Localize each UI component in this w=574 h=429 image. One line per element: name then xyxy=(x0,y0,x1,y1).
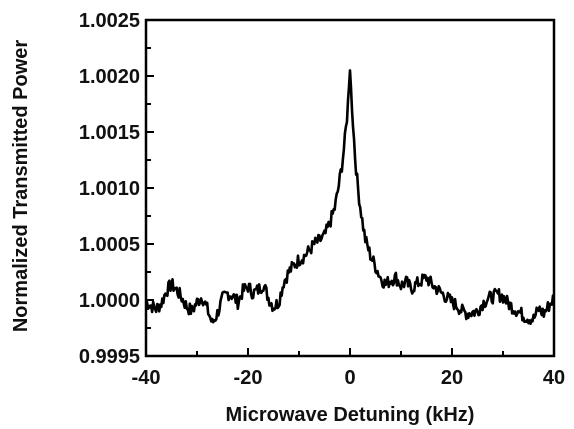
plot-layer: 0.9995 1.0000 1.0005 1.0010 1.0015 1.0020 1.00… xyxy=(79,10,565,389)
y-tick-label: 1.0000 xyxy=(79,290,140,312)
x-tick-label: -20 xyxy=(234,367,263,389)
x-tick-label: 40 xyxy=(543,367,565,389)
data-series-line xyxy=(145,69,555,326)
x-tick-label: 20 xyxy=(441,367,463,389)
y-axis-title-group: Normalized Transmitted Power xyxy=(10,40,32,333)
y-tick-label: 1.0010 xyxy=(79,178,140,200)
x-tick-label: 0 xyxy=(344,367,355,389)
y-tick-label: 1.0015 xyxy=(79,122,140,144)
y-tick-label: 0.9995 xyxy=(79,346,140,368)
y-tick-label: 1.0005 xyxy=(79,234,140,256)
y-tick-label: 1.0020 xyxy=(79,66,140,88)
y-tick-label: 1.0025 xyxy=(79,10,140,32)
x-axis-title: Microwave Detuning (kHz) xyxy=(226,404,475,426)
y-axis-title: Normalized Transmitted Power xyxy=(10,40,32,333)
x-tick-label: -40 xyxy=(132,367,161,389)
